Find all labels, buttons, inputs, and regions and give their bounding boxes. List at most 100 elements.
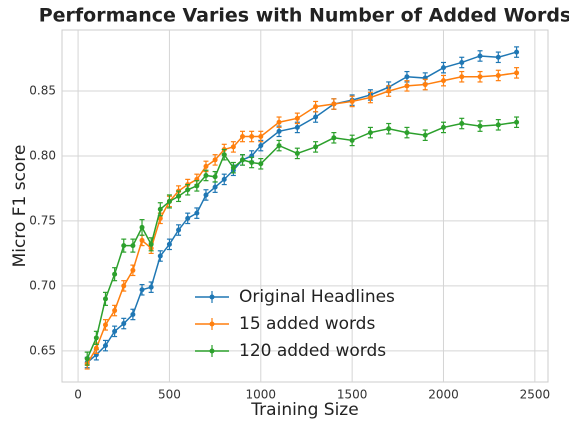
data-point: [276, 119, 282, 125]
data-point: [203, 192, 209, 198]
x-tick-label: 500: [158, 388, 181, 402]
data-point: [102, 322, 108, 328]
data-point: [139, 287, 145, 293]
data-point: [166, 241, 172, 247]
data-point: [102, 296, 108, 302]
data-point: [166, 198, 172, 204]
data-point: [121, 321, 127, 327]
data-point: [276, 128, 282, 134]
y-axis-label: Micro F1 score: [10, 145, 30, 268]
data-point: [459, 74, 465, 80]
data-point: [84, 356, 90, 362]
data-point: [495, 54, 501, 60]
data-point: [194, 210, 200, 216]
data-point: [294, 150, 300, 156]
data-point: [440, 124, 446, 130]
data-point: [495, 72, 501, 78]
data-point: [422, 82, 428, 88]
chart-title: Performance Varies with Number of Added …: [39, 5, 569, 27]
data-point: [212, 184, 218, 190]
x-tick-label: 1000: [246, 388, 277, 402]
y-tick-label: 0.70: [29, 278, 56, 292]
data-point: [139, 237, 145, 243]
data-point: [212, 174, 218, 180]
data-point: [386, 126, 392, 132]
data-point: [404, 74, 410, 80]
data-point: [349, 137, 355, 143]
data-point: [93, 345, 99, 351]
data-point: [203, 172, 209, 178]
legend-label: Original Headlines: [239, 287, 395, 307]
y-tick-label: 0.75: [29, 213, 56, 227]
data-point: [157, 253, 163, 259]
y-tick-label: 0.80: [29, 148, 56, 162]
data-point: [230, 165, 236, 171]
data-point: [130, 243, 136, 249]
data-point: [331, 101, 337, 107]
legend-label: 15 added words: [239, 314, 375, 334]
data-point: [112, 308, 118, 314]
data-point: [404, 83, 410, 89]
data-point: [112, 271, 118, 277]
data-point: [249, 159, 255, 165]
data-point: [514, 49, 520, 55]
data-point: [514, 70, 520, 76]
data-point: [176, 227, 182, 233]
data-point: [294, 124, 300, 130]
data-point: [249, 134, 255, 140]
data-point: [203, 163, 209, 169]
legend-marker: [209, 348, 215, 354]
data-point: [130, 267, 136, 273]
data-point: [477, 74, 483, 80]
data-point: [258, 134, 264, 140]
legend-label: 120 added words: [239, 341, 386, 361]
x-tick-label: 1500: [337, 388, 368, 402]
data-point: [258, 161, 264, 167]
data-point: [349, 98, 355, 104]
series-line: [86, 51, 517, 364]
data-point: [386, 88, 392, 94]
data-point: [313, 114, 319, 120]
data-point: [514, 119, 520, 125]
data-point: [313, 104, 319, 110]
data-point: [440, 65, 446, 71]
data-point: [212, 157, 218, 163]
data-point: [477, 53, 483, 59]
data-point: [367, 130, 373, 136]
data-point: [459, 59, 465, 65]
data-point: [185, 215, 191, 221]
data-point: [139, 224, 145, 230]
legend-marker: [209, 321, 215, 327]
legend: Original Headlines 15 added words 120 adde…: [195, 287, 395, 361]
data-point: [221, 176, 227, 182]
data-point: [148, 284, 154, 290]
data-point: [121, 243, 127, 249]
series-line: [86, 72, 517, 365]
data-point: [495, 122, 501, 128]
data-point: [459, 121, 465, 127]
data-point: [148, 241, 154, 247]
data-point: [102, 343, 108, 349]
data-point: [276, 143, 282, 149]
x-tick-label: 2500: [520, 388, 551, 402]
data-point: [176, 193, 182, 199]
series-line: [86, 121, 517, 359]
legend-marker: [209, 294, 215, 300]
data-point: [422, 132, 428, 138]
plot-area: [61, 29, 549, 383]
data-point: [440, 78, 446, 84]
data-point: [331, 135, 337, 141]
y-tick-label: 0.65: [29, 343, 56, 357]
data-point: [157, 206, 163, 212]
data-point: [157, 215, 163, 221]
data-point: [240, 157, 246, 163]
data-point: [240, 134, 246, 140]
data-point: [221, 152, 227, 158]
data-point: [93, 335, 99, 341]
data-point: [367, 95, 373, 101]
data-point: [294, 115, 300, 121]
data-point: [194, 183, 200, 189]
x-axis-label: Training Size: [250, 400, 358, 420]
y-tick-label: 0.85: [29, 84, 56, 98]
